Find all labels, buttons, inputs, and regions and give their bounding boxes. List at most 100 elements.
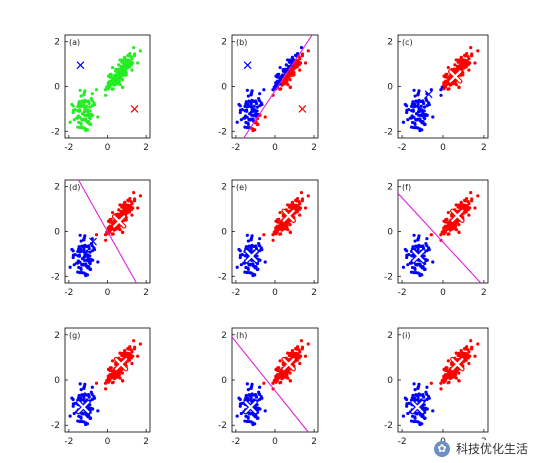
data-point	[465, 345, 469, 349]
data-point	[85, 104, 89, 108]
data-point	[454, 351, 458, 355]
data-point	[239, 118, 243, 122]
data-point	[246, 239, 250, 243]
data-point	[306, 49, 310, 53]
data-point	[446, 232, 450, 236]
data-point	[248, 412, 253, 416]
data-point	[410, 396, 415, 400]
data-point	[109, 227, 113, 232]
data-point	[284, 63, 288, 67]
data-point	[423, 122, 427, 127]
data-point	[138, 49, 142, 53]
data-point	[457, 379, 461, 383]
data-point	[136, 206, 140, 210]
data-point	[110, 381, 114, 385]
data-point	[413, 415, 417, 419]
data-point	[454, 203, 458, 207]
data-point	[260, 248, 264, 252]
data-point	[286, 351, 290, 355]
data-point	[237, 247, 241, 252]
data-point	[446, 359, 450, 363]
y-tick-label: -2	[384, 127, 393, 137]
data-point	[278, 210, 282, 215]
data-point	[248, 244, 252, 249]
watermark: ✿ 科技优化生活	[433, 440, 530, 457]
data-point	[96, 260, 100, 264]
panel-f: -2 0 2 2 0 -2 (f)	[384, 179, 489, 298]
data-point	[288, 230, 293, 235]
plot-area	[232, 336, 310, 432]
data-point	[123, 61, 127, 65]
data-point	[415, 398, 420, 402]
x-tick-label: -2	[231, 143, 240, 153]
data-point	[415, 118, 419, 122]
data-point	[262, 88, 266, 92]
data-point	[271, 233, 275, 237]
data-point	[292, 73, 296, 77]
data-point	[239, 263, 243, 267]
data-point	[467, 361, 471, 366]
data-point	[249, 104, 253, 108]
panel-label: (e)	[236, 183, 247, 192]
data-point	[238, 404, 242, 408]
data-point	[258, 385, 262, 389]
decision-boundary	[243, 35, 313, 138]
data-point	[469, 339, 473, 343]
panel-label: (g)	[69, 331, 80, 340]
data-point	[119, 74, 124, 78]
data-point	[452, 81, 456, 86]
panel-a: -2 0 2 2 0 -2 (a)	[51, 34, 151, 153]
data-point	[121, 230, 125, 235]
y-tick-label: 2	[221, 38, 227, 48]
y-tick-label: -2	[51, 127, 60, 137]
data-point	[415, 393, 419, 397]
y-tick-label: -2	[51, 421, 60, 431]
data-point	[88, 122, 92, 127]
data-point	[78, 125, 82, 130]
data-point	[86, 111, 90, 116]
cluster-center	[245, 250, 258, 263]
data-point	[128, 59, 132, 63]
data-point	[286, 203, 290, 207]
decision-boundary	[78, 180, 137, 283]
data-point	[421, 120, 425, 124]
plot-area	[401, 339, 480, 427]
x-tick-label: 2	[311, 143, 317, 153]
data-point	[466, 199, 470, 204]
data-point	[429, 233, 433, 237]
data-point	[86, 393, 90, 397]
data-point	[248, 118, 253, 122]
cluster-center	[451, 209, 464, 222]
data-point	[298, 361, 302, 366]
data-point	[251, 117, 255, 121]
data-point	[87, 120, 91, 124]
data-point	[421, 111, 425, 116]
data-point	[110, 210, 115, 215]
data-point	[258, 237, 262, 241]
panel-label: (f)	[402, 183, 411, 192]
data-point	[443, 224, 448, 228]
data-point	[459, 354, 463, 358]
cluster-center	[114, 358, 128, 371]
data-point	[306, 342, 310, 346]
data-point	[467, 68, 471, 72]
data-point	[275, 373, 279, 377]
data-point	[118, 203, 122, 207]
data-point	[89, 257, 93, 262]
data-point	[410, 114, 414, 118]
data-point	[122, 67, 126, 71]
data-point	[421, 413, 425, 418]
data-point	[421, 405, 425, 409]
x-tick-label: 2	[143, 143, 149, 153]
data-point	[415, 263, 419, 267]
data-point	[459, 200, 463, 204]
data-point	[84, 253, 89, 257]
data-point	[277, 227, 281, 232]
data-point	[413, 94, 417, 98]
data-point	[299, 190, 304, 195]
data-point	[473, 206, 477, 210]
data-point	[403, 247, 407, 252]
data-point	[288, 351, 292, 355]
data-point	[243, 114, 248, 118]
